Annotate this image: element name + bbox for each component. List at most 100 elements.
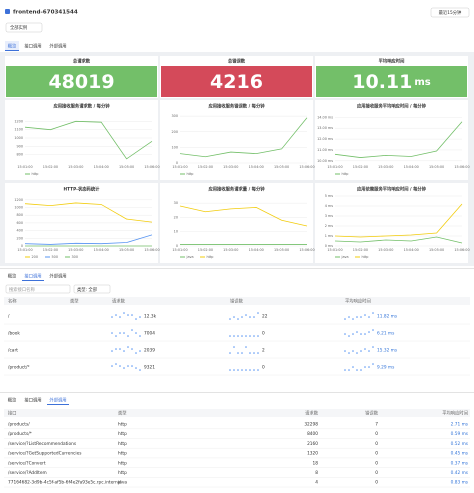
y-tick-label: 900	[17, 144, 23, 148]
time-button-label[interactable]: 最近15分钟	[439, 9, 462, 16]
tab-active-bg	[5, 41, 19, 51]
x-tick-label: 15:03:00	[223, 165, 238, 169]
stat-number: 10.11	[352, 71, 412, 93]
x-tick-label: 15:05:00	[429, 248, 444, 252]
sparkline-dot	[257, 335, 259, 337]
sparkline-dot	[115, 363, 117, 365]
sparkline-dot	[372, 363, 374, 365]
row-requests: 9321	[144, 365, 155, 371]
y-tick-label: 0	[176, 244, 178, 248]
sparkline-dot	[229, 318, 231, 320]
sparkline-dot	[368, 366, 370, 368]
sparkline-dot	[344, 333, 346, 335]
tab-underline	[22, 280, 44, 281]
row-name[interactable]: /book	[8, 331, 20, 337]
tab[interactable]: 概览	[8, 273, 17, 280]
x-tick-label: 15:01:00	[327, 165, 342, 169]
x-tick-label: 15:06:00	[144, 248, 159, 252]
row-errors: 22	[262, 314, 268, 320]
sparkline-dot	[229, 369, 231, 371]
tab[interactable]: 接口调用	[24, 273, 41, 280]
sparkline-dot	[344, 350, 346, 352]
tab[interactable]: 接口调用	[24, 43, 41, 50]
stat-title: 总请求数	[73, 58, 91, 65]
x-tick-label: 15:06:00	[299, 248, 314, 252]
app-title: frontend-670341544	[13, 10, 78, 16]
sparkline-dot	[249, 316, 251, 318]
stat-number: 48019	[48, 71, 114, 93]
sparkline-dot	[139, 335, 141, 337]
y-tick-label: 14.00 ms	[317, 115, 333, 119]
y-tick-label: 5 ms	[325, 194, 334, 198]
column-header: 类型	[118, 410, 127, 417]
y-tick-label: 12.00 ms	[317, 137, 333, 141]
type-select-label[interactable]: 类型: 全部	[77, 286, 98, 293]
divider	[0, 392, 474, 393]
instance-select[interactable]	[5, 22, 43, 33]
x-tick-label: 15:02:00	[198, 165, 213, 169]
sparkline-dot	[364, 348, 366, 350]
sparkline-dot	[115, 335, 117, 337]
cell: 0.83 ms	[451, 480, 469, 486]
row-name[interactable]: /cart	[8, 348, 18, 354]
stat-box	[161, 66, 312, 97]
type-select[interactable]	[73, 284, 111, 294]
sparkline-dot	[229, 335, 231, 337]
sparkline-dot	[127, 335, 129, 337]
y-tick-label: 11.00 ms	[317, 148, 333, 152]
tab-underline	[47, 404, 69, 405]
sparkline-dot	[237, 318, 239, 320]
row-requests: 2039	[144, 348, 155, 354]
series-line	[24, 120, 153, 160]
cell: 0.59 ms	[451, 431, 469, 437]
legend-label: http	[207, 255, 214, 259]
row-name[interactable]: /product/*	[8, 365, 30, 371]
y-tick-label: 0	[176, 161, 178, 165]
series-line	[179, 205, 308, 227]
x-tick-label: 15:05:00	[429, 165, 444, 169]
time-button[interactable]	[430, 7, 470, 18]
sparkline-dot	[131, 365, 133, 367]
sparkline-dot	[237, 335, 239, 337]
sparkline-dot	[356, 352, 358, 354]
sparkline-dot	[364, 366, 366, 368]
tab[interactable]: 外部调用	[49, 43, 66, 50]
cell: 0	[375, 460, 378, 466]
series-line	[24, 202, 153, 223]
cell: http	[118, 470, 127, 476]
cell: java	[117, 480, 127, 486]
tab[interactable]: 概览	[8, 397, 17, 404]
cell: http	[118, 431, 127, 437]
row-latency: 9.29 ms	[377, 365, 395, 371]
row-name[interactable]: /	[8, 314, 10, 320]
x-tick-label: 15:03:00	[68, 165, 83, 169]
instance-select-label[interactable]: 全部实例	[10, 24, 27, 31]
sparkline-dot	[348, 369, 350, 371]
x-tick-label: 15:05:00	[274, 165, 289, 169]
row-errors: 2	[262, 348, 265, 354]
cell: 0	[375, 441, 378, 447]
y-tick-label: 13.00 ms	[317, 126, 333, 130]
search-input[interactable]	[5, 284, 71, 294]
y-tick-label: 100	[172, 145, 178, 149]
sparkline-dot	[245, 314, 247, 316]
sparkline-dot	[127, 346, 129, 348]
sparkline-dot	[253, 352, 255, 354]
tab[interactable]: 接口调用	[24, 397, 41, 404]
sparkline-dot	[249, 369, 251, 371]
y-tick-label: 400	[17, 229, 23, 233]
x-tick-label: 15:04:00	[404, 165, 419, 169]
row-errors: 0	[262, 331, 265, 337]
cell: 4	[315, 480, 318, 486]
sparkline-dot	[348, 335, 350, 337]
sparkline-dot	[135, 318, 137, 320]
tab[interactable]: 概览	[8, 43, 17, 50]
stat-value: 4216	[210, 71, 263, 93]
search-placeholder[interactable]: 搜索接口名称	[9, 286, 35, 293]
tab[interactable]: 外部调用	[49, 273, 66, 280]
y-tick-label: 800	[17, 153, 23, 157]
tab[interactable]: 外部调用	[49, 397, 66, 404]
stat-title: 平均响应时间	[379, 58, 405, 65]
sparkline-dot	[344, 369, 346, 371]
